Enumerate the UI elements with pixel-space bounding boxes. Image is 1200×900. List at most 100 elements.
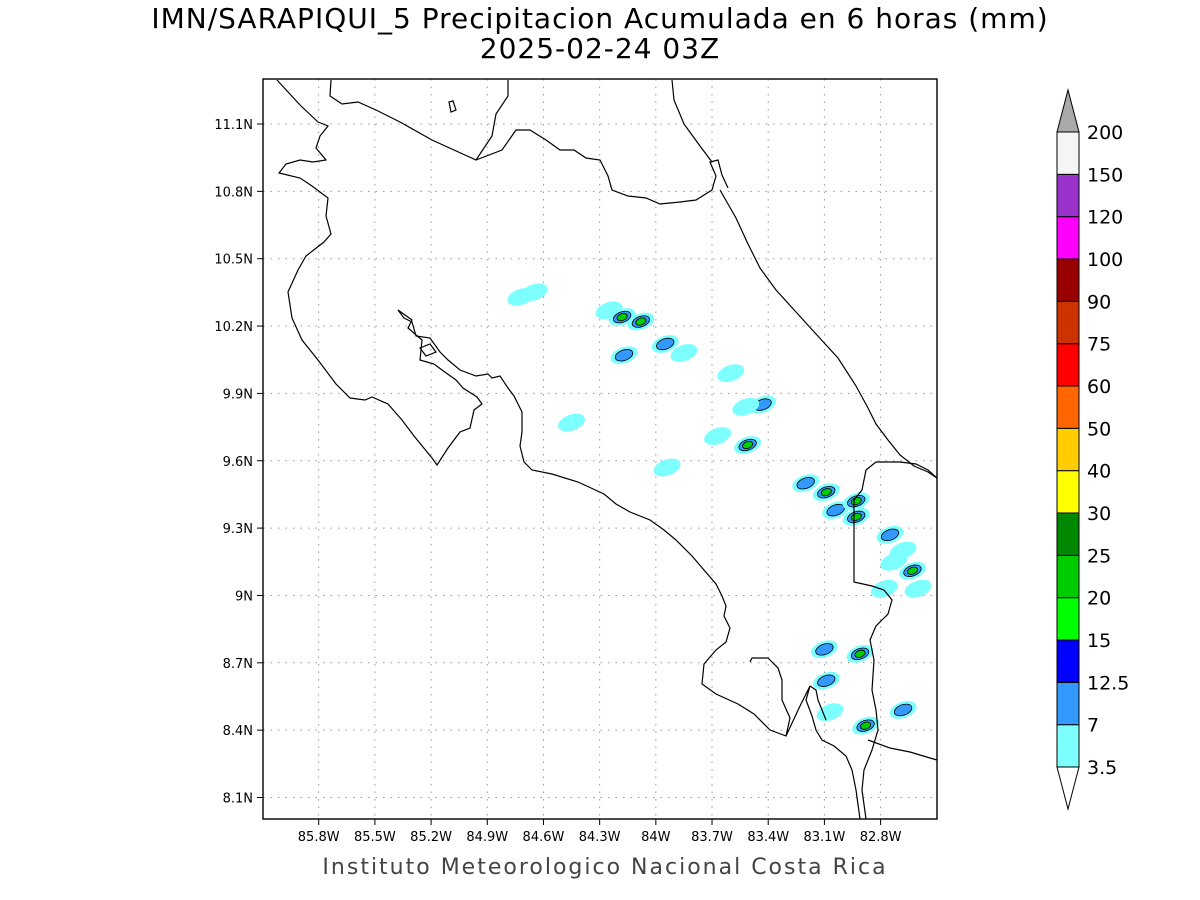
precip-cell [610,346,638,365]
colorbar-label: 20 [1087,588,1111,610]
colorbar-swatch [1056,216,1080,260]
precip-cell [627,312,655,331]
precip-cell [852,716,880,735]
nicaragua-east-coast [671,79,713,163]
lat-tick-label: 9N [235,589,253,604]
footer-credit: Instituto Meteorologico Nacional Costa R… [322,855,888,880]
precip-cell [717,364,745,383]
precip-cell [899,561,926,580]
nicoya-gulf [397,309,791,737]
precip-cell [810,640,838,659]
colorbar-swatch [1056,639,1080,683]
precip-cell [812,671,840,690]
lat-tick-label: 10.8N [214,185,253,200]
colorbar-swatch [1056,554,1080,599]
lon-tick-label: 85.8W [298,830,340,845]
colorbar-label: 15 [1087,630,1111,652]
precip-cell [889,701,917,719]
lon-tick-label: 85.5W [354,830,396,845]
lon-tick-label: 84W [641,830,671,845]
lat-tick-label: 10.2N [214,320,253,335]
precip-cell [670,344,698,362]
colorbar-under-arrow [1056,766,1080,811]
map-title: IMN/SARAPIQUI_5 Precipitacion Acumulada … [151,2,1049,35]
panama-border [853,461,937,819]
island [448,100,457,113]
map-date: 2025-02-24 03Z [479,32,721,65]
precip-cell [704,427,732,445]
colorbar-label: 75 [1087,334,1111,356]
precip-cell [870,579,898,598]
golfito-bay [809,685,827,721]
lon-tick-label: 83.7W [691,830,733,845]
colorbar-over-arrow [1056,88,1080,133]
colorbar-swatch [1056,258,1080,302]
colorbar-swatch [1056,300,1080,345]
precip-cell [653,458,681,477]
osa-peninsula [785,685,861,819]
lat-tick-label: 9.3N [223,522,253,537]
precipitation-field [507,283,932,735]
colorbar-swatch [1056,681,1080,726]
latitude-axis: 11.1N 10.8N 10.5N 10.2N 9.9N 9.6N 9.3N 9N 8.7N 8.… [214,118,263,807]
colorbar-label: 40 [1087,461,1111,483]
coastline [276,79,937,819]
lon-tick-label: 82.8W [860,830,902,845]
colorbar-label: 60 [1087,376,1111,398]
precip-cell [846,644,874,663]
precip-cell [732,397,760,416]
caribbean-coast [719,189,937,479]
colorbar-label: 120 [1087,207,1123,229]
panama-coast [867,739,937,761]
precip-cell [734,436,762,454]
precip-cell [816,703,844,722]
lat-tick-label: 8.4N [223,724,253,739]
lat-tick-label: 8.7N [223,657,253,672]
colorbar-label: 200 [1087,122,1123,144]
colorbar-legend: 3.5 7 12.5 15 20 25 30 40 50 60 75 90 100 120 150 200 [1056,88,1129,811]
lat-tick-label: 10.5N [214,253,253,268]
precip-cell [812,483,840,502]
lat-tick-label: 8.1N [223,792,253,807]
colorbar-label: 150 [1087,164,1123,186]
colorbar-swatch [1056,385,1080,429]
lon-tick-label: 85.2W [410,830,452,845]
lon-tick-label: 84.6W [523,830,565,845]
colorbar-label: 25 [1087,545,1111,567]
border-nicaragua-costarica [475,129,729,205]
nicoya-inner-shore [419,343,437,357]
colorbar-label: 100 [1087,249,1123,271]
precip-cell [822,501,850,520]
colorbar-swatch [1056,724,1080,768]
colorbar-swatch [1056,343,1080,387]
precip-cell [792,474,820,493]
nicaragua-border [276,79,483,467]
precip-cell [904,579,932,598]
colorbar-label: 3.5 [1087,757,1117,779]
colorbar-swatch [1056,512,1080,556]
colorbar-swatch [1056,427,1080,472]
colorbar-swatch [1056,173,1080,218]
lat-tick-label: 9.9N [223,387,253,402]
lon-tick-label: 84.3W [579,830,621,845]
lat-tick-label: 11.1N [214,118,253,133]
lon-tick-label: 84.9W [466,830,508,845]
precip-cell [842,507,870,526]
colorbar-label: 30 [1087,503,1111,525]
colorbar-label: 12.5 [1087,672,1129,694]
colorbar-swatch [1056,131,1080,175]
colorbar-swatch [1056,597,1080,641]
precip-cell [507,287,535,306]
colorbar-swatch [1056,470,1080,514]
precip-cell [880,552,908,571]
lat-tick-label: 9.6N [223,455,253,470]
precip-cell [876,525,904,544]
colorbar-label: 7 [1087,715,1099,737]
longitude-axis: 85.8W 85.5W 85.2W 84.9W 84.6W 84.3W 84W 83.7W 83… [298,819,902,845]
colorbar-label: 50 [1087,418,1111,440]
lon-tick-label: 83.4W [747,830,789,845]
precip-cell [558,413,585,432]
precip-cell [651,335,679,353]
colorbar-label: 90 [1087,291,1111,313]
